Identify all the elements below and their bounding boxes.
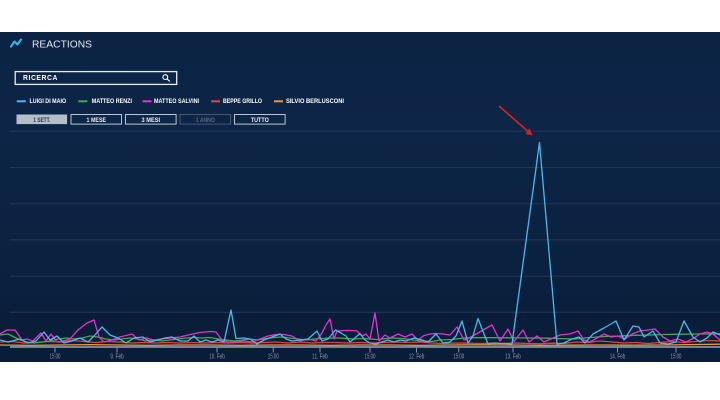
svg-text:15:00: 15:00 [50, 352, 61, 361]
svg-text:12. Feb: 12. Feb [409, 352, 425, 361]
svg-text:TUTTO: TUTTO [251, 117, 269, 124]
svg-text:RICERCA: RICERCA [23, 75, 58, 82]
svg-text:1 ANNO: 1 ANNO [196, 117, 215, 124]
svg-text:15:00: 15:00 [671, 352, 682, 361]
svg-text:REACTIONS: REACTIONS [32, 38, 92, 50]
svg-text:10. Feb: 10. Feb [209, 352, 225, 361]
svg-text:SILVIO BERLUSCONI: SILVIO BERLUSCONI [286, 98, 344, 105]
svg-text:1 MESE: 1 MESE [87, 117, 107, 124]
svg-text:14. Feb: 14. Feb [610, 352, 626, 361]
svg-text:15:00: 15:00 [453, 352, 464, 361]
svg-text:3 MESI: 3 MESI [142, 117, 161, 124]
svg-text:1 SETT.: 1 SETT. [33, 117, 50, 124]
svg-text:15:00: 15:00 [365, 352, 376, 361]
svg-text:15:00: 15:00 [268, 352, 279, 361]
svg-text:MATTEO SALVINI: MATTEO SALVINI [154, 98, 199, 105]
svg-text:9. Feb: 9. Feb [110, 352, 124, 361]
svg-text:13. Feb: 13. Feb [505, 352, 521, 361]
svg-text:MATTEO RENZI: MATTEO RENZI [92, 98, 132, 105]
svg-text:11. Feb: 11. Feb [312, 352, 328, 361]
svg-text:LUIGI DI MAIO: LUIGI DI MAIO [30, 98, 67, 105]
svg-text:BEPPE GRILLO: BEPPE GRILLO [223, 98, 262, 105]
